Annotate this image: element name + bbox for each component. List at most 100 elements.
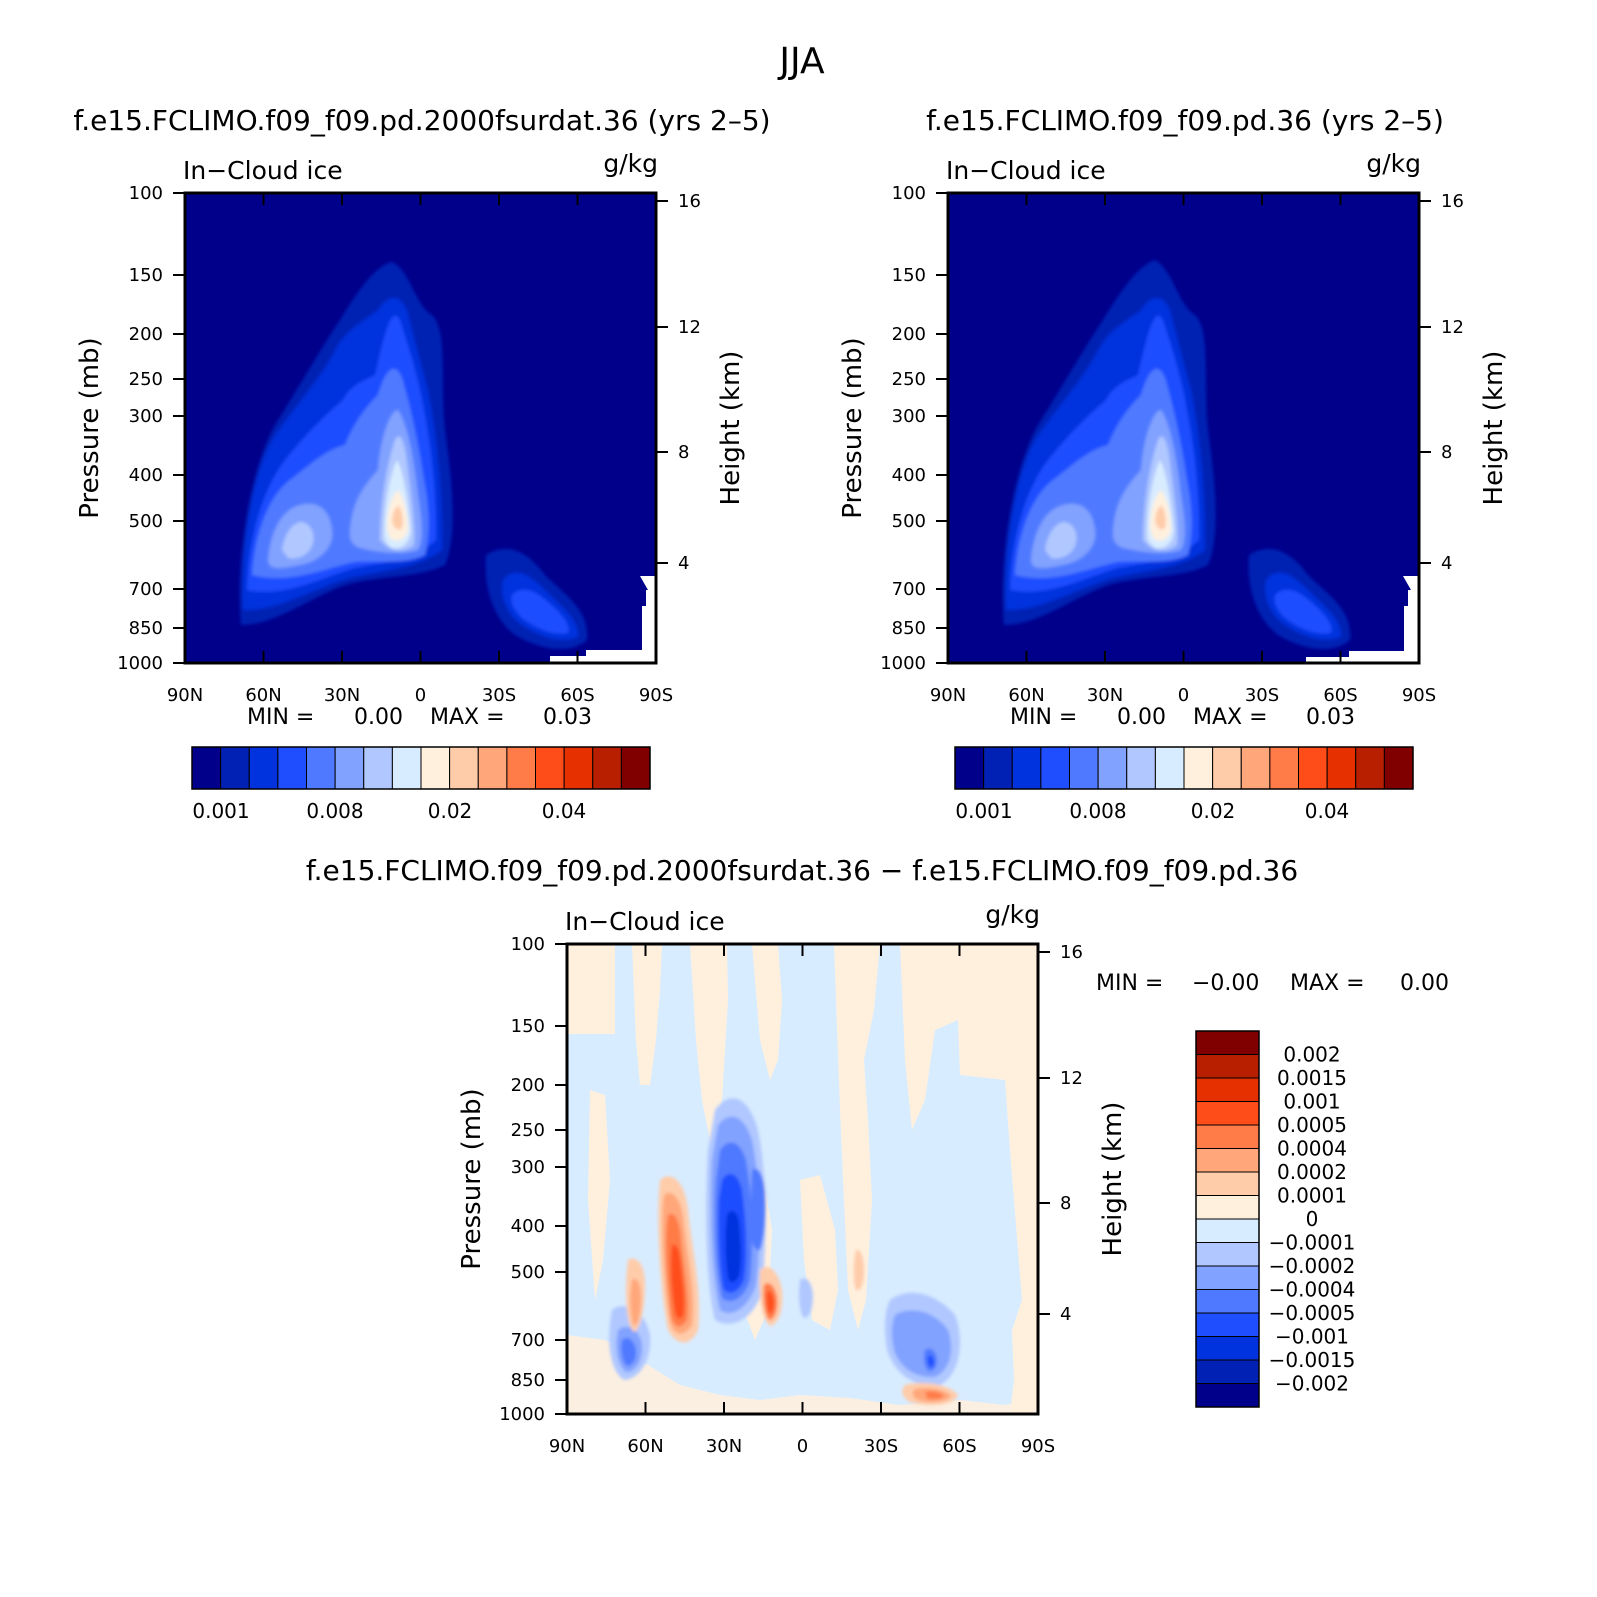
panel-2-left-string: In−Cloud ice <box>946 156 1106 185</box>
pd-ytick-label: 1000 <box>499 1404 545 1425</box>
panel-2-missing-region <box>1306 576 1419 663</box>
p2-ytick-right-label: 8 <box>1441 442 1452 463</box>
panel-2-ylabel: Pressure (mb) <box>838 337 868 518</box>
pd-ytick-label: 150 <box>511 1016 545 1037</box>
pd-ytick-right-label: 4 <box>1060 1304 1071 1325</box>
panel-diff: f.e15.FCLIMO.f09_f09.pd.2000fsurdat.36 −… <box>306 854 1449 1457</box>
colorbar-box <box>363 746 393 790</box>
panel-diff-colorbar: 0.0020.00150.0010.00050.00040.00020.0001… <box>1195 1030 1356 1408</box>
pd-ytick-label: 250 <box>511 1120 545 1141</box>
panel-diff-y-axis-left: 100 150 200 250 300 400 500 700 850 1000… <box>457 934 567 1425</box>
pd-xtick-label: 30S <box>864 1436 898 1457</box>
panel-2-contour-10 <box>1045 522 1077 559</box>
p1-xtick-label: 30N <box>324 685 360 706</box>
colorbar-box <box>1195 1195 1260 1220</box>
colorbar-box <box>563 746 594 790</box>
panel-2-contours <box>1002 260 1351 650</box>
panel-1-ylabel-right: Height (km) <box>716 351 746 506</box>
panel-1-missing-region <box>550 576 656 663</box>
pd-lon-blobs <box>609 1098 960 1406</box>
panel-diff-y-axis-right: 16 12 8 4 Height (km) <box>1038 942 1128 1325</box>
panel-1-x-axis: 90N 60N 30N 0 30S 60S 90S <box>167 193 673 706</box>
panel-2-right-string: g/kg <box>1366 149 1421 178</box>
p2-colorbar-label: 0.04 <box>1305 799 1350 823</box>
colorbar-box <box>1069 746 1099 790</box>
colorbar-box <box>1383 746 1414 790</box>
pd-colorbar-boxes <box>1195 1030 1260 1408</box>
panel-1-title: f.e15.FCLIMO.f09_f09.pd.2000fsurdat.36 (… <box>73 104 770 137</box>
pd-neg-blob <box>725 1210 741 1283</box>
p2-colorbar-label: 0.02 <box>1191 799 1236 823</box>
pd-neg-blob <box>799 1278 813 1318</box>
colorbar-box <box>1195 1171 1260 1196</box>
p2-ytick-label: 700 <box>892 579 926 600</box>
panel-1-y-axis-left: 100 150 200 250 300 400 500 700 850 1000… <box>75 183 185 674</box>
pd-pos-band <box>567 944 615 1034</box>
panel-2-stats: MIN = 0.00 MAX = 0.03 <box>1010 705 1355 730</box>
colorbar-label: 0 <box>1306 1207 1319 1231</box>
p2-xtick-label: 0 <box>1178 685 1189 706</box>
p1-max-value: 0.03 <box>543 705 592 730</box>
colorbar-box <box>1195 1336 1260 1361</box>
p2-ytick-label: 400 <box>892 465 926 486</box>
p2-ytick-right-label: 16 <box>1441 191 1464 212</box>
pd-pos-band <box>752 944 782 1080</box>
p1-ytick-right-label: 16 <box>678 191 701 212</box>
colorbar-box <box>592 746 622 790</box>
p1-ytick-label: 100 <box>129 183 163 204</box>
colorbar-box <box>477 746 508 790</box>
p2-xtick-label: 30S <box>1245 685 1279 706</box>
p2-ytick-label: 100 <box>892 183 926 204</box>
colorbar-box <box>248 746 279 790</box>
p2-ytick-label: 200 <box>892 324 926 345</box>
pd-ytick-label: 400 <box>511 1216 545 1237</box>
pd-ytick-label: 700 <box>511 1330 545 1351</box>
p2-ytick-label: 250 <box>892 369 926 390</box>
pd-pos-blob <box>766 1291 774 1314</box>
p2-xtick-label: 30N <box>1087 685 1123 706</box>
pd-pos-blob <box>925 1391 944 1400</box>
colorbar-box <box>1240 746 1271 790</box>
p1-colorbar-frame <box>191 746 651 790</box>
colorbar-box <box>1355 746 1385 790</box>
p2-ytick-label: 300 <box>892 406 926 427</box>
panel-2-plot-area <box>948 193 1419 663</box>
p2-ytick-label: 500 <box>892 511 926 532</box>
panel-1-right-string: g/kg <box>603 149 658 178</box>
p1-xtick-label: 60N <box>245 685 281 706</box>
colorbar-box <box>1195 1312 1260 1337</box>
p1-colorbar-boxes <box>191 746 651 790</box>
colorbar-box <box>277 746 308 790</box>
pd-xtick-label: 60S <box>942 1436 976 1457</box>
p1-colorbar-label: 0.02 <box>428 799 473 823</box>
colorbar-label: 0.0004 <box>1277 1137 1347 1161</box>
colorbar-label: 0.002 <box>1283 1043 1340 1067</box>
panel-1: f.e15.FCLIMO.f09_f09.pd.2000fsurdat.36 (… <box>73 104 770 823</box>
p1-ytick-label: 300 <box>129 406 163 427</box>
colorbar-box <box>420 746 451 790</box>
colorbar-box <box>1195 1218 1260 1243</box>
panel-2-contour-6 <box>1274 589 1332 634</box>
pd-neg-blob <box>750 1168 766 1251</box>
p2-ytick-label: 850 <box>892 618 926 639</box>
colorbar-box <box>1126 746 1156 790</box>
panel-diff-plot-area <box>567 944 1038 1414</box>
p1-ytick-label: 400 <box>129 465 163 486</box>
p2-colorbar-label: 0.001 <box>955 799 1012 823</box>
p1-colorbar-label: 0.008 <box>306 799 363 823</box>
p2-colorbar-label: 0.008 <box>1069 799 1126 823</box>
panel-1-colorbar: 0.001 0.008 0.02 0.04 <box>191 746 651 823</box>
colorbar-box <box>1195 1289 1260 1314</box>
colorbar-box <box>391 746 422 790</box>
panel-2-y-axis-left: 100 150 200 250 300 400 500 700 850 1000… <box>838 183 948 674</box>
p2-max-label: MAX = <box>1193 705 1268 730</box>
panel-1-contour-6 <box>511 589 569 634</box>
colorbar-box <box>1326 746 1357 790</box>
pd-max-value: 0.00 <box>1400 971 1449 996</box>
pd-pos-band <box>588 1090 610 1300</box>
figure-title: JJA <box>777 41 825 82</box>
colorbar-label: −0.0001 <box>1269 1231 1356 1255</box>
panel-2-title: f.e15.FCLIMO.f09_f09.pd.36 (yrs 2–5) <box>926 104 1444 137</box>
colorbar-box <box>1195 1101 1260 1126</box>
panel-1-stats: MIN = 0.00 MAX = 0.03 <box>247 705 592 730</box>
